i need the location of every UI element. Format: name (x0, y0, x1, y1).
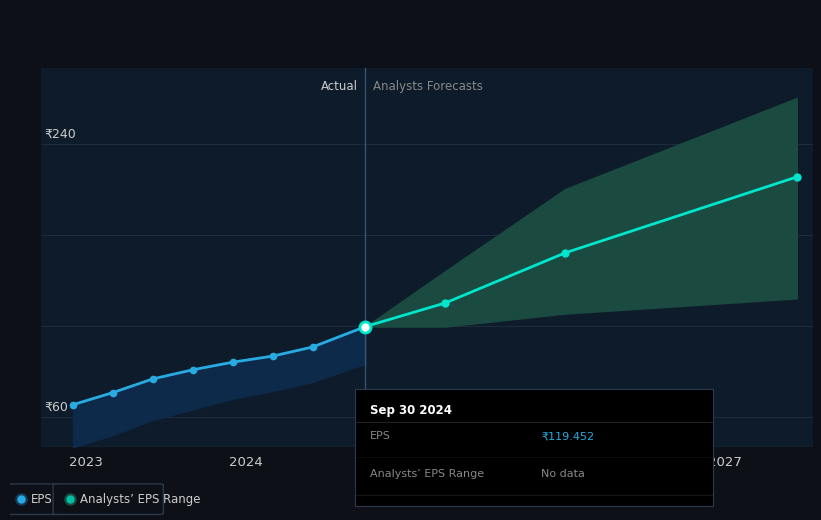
FancyBboxPatch shape (6, 484, 60, 514)
Text: No data: No data (541, 469, 585, 479)
Text: Actual: Actual (320, 80, 357, 93)
Text: Sep 30 2024: Sep 30 2024 (369, 404, 452, 417)
Text: Analysts’ EPS Range: Analysts’ EPS Range (369, 469, 484, 479)
Text: EPS: EPS (369, 431, 391, 441)
FancyBboxPatch shape (53, 484, 163, 514)
Text: Analysts Forecasts: Analysts Forecasts (374, 80, 484, 93)
Text: ₹119.452: ₹119.452 (541, 431, 594, 441)
Text: ₹240: ₹240 (44, 127, 76, 140)
Text: Analysts’ EPS Range: Analysts’ EPS Range (80, 493, 200, 505)
Text: EPS: EPS (31, 493, 53, 505)
Text: ₹60: ₹60 (44, 401, 68, 414)
